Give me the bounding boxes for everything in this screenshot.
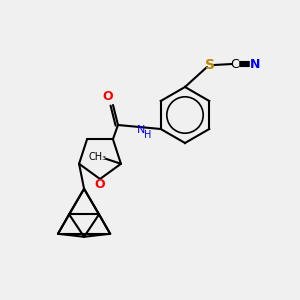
Text: C: C <box>231 58 239 70</box>
Text: N: N <box>250 58 260 70</box>
Text: O: O <box>103 91 113 103</box>
Text: S: S <box>205 58 215 72</box>
Text: H: H <box>144 130 151 140</box>
Text: N: N <box>137 125 146 135</box>
Text: O: O <box>95 178 105 190</box>
Text: CH₃: CH₃ <box>89 152 107 162</box>
